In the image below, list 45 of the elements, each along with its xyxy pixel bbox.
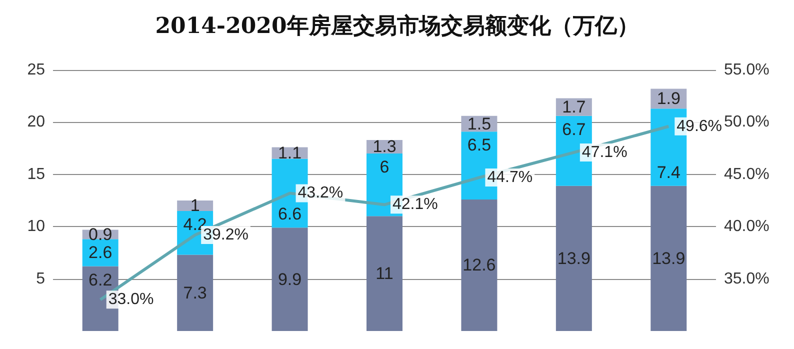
data-label: 42.1%	[392, 196, 438, 214]
data-label: 6.7	[562, 120, 586, 139]
y-tick-label: 20	[27, 114, 46, 131]
data-label: 1.7	[562, 98, 586, 117]
bar	[272, 228, 308, 331]
y2-tick-label: 45.0%	[724, 166, 770, 183]
y-tick-label: 15	[27, 166, 46, 183]
data-label: 2.6	[88, 243, 112, 262]
y2-tick-label: 55.0%	[724, 62, 770, 78]
data-label: 7.3	[183, 283, 207, 302]
y2-tick-label: 35.0%	[724, 270, 770, 288]
data-label: 7.4	[656, 162, 680, 182]
data-label: 1	[190, 196, 200, 216]
data-label: 43.2%	[298, 184, 344, 202]
data-label: 13.9	[652, 248, 686, 268]
data-label: 1.5	[467, 114, 492, 134]
data-label: 0.9	[88, 224, 112, 244]
bar	[650, 186, 687, 331]
y2-tick-label: 40.0%	[724, 218, 770, 236]
data-label: 1.9	[656, 89, 680, 108]
data-label: 12.6	[462, 256, 496, 275]
bar	[177, 200, 214, 211]
data-label: 39.2%	[203, 226, 248, 244]
bar	[366, 216, 402, 331]
data-label: 11	[376, 264, 394, 284]
y-tick-label: 10	[27, 218, 46, 236]
data-label: 1.1	[278, 144, 302, 162]
bar	[461, 199, 498, 331]
data-label: 9.9	[278, 270, 302, 289]
chart-title: 2014-2020年房屋交易市场交易额变化（万亿）	[155, 13, 639, 39]
y-tick-label: 25	[27, 62, 46, 78]
data-label: 33.0%	[108, 291, 154, 308]
data-label: 47.1%	[582, 144, 628, 161]
data-label: 49.6%	[676, 118, 722, 135]
data-label: 6	[380, 158, 390, 177]
bar	[556, 186, 592, 331]
y2-tick-label: 50.0%	[724, 114, 770, 131]
data-label: 6.6	[278, 204, 302, 224]
data-label: 1.3	[372, 137, 396, 156]
y-tick-label: 5	[36, 270, 46, 288]
data-label: 13.9	[557, 248, 590, 268]
data-label: 6.5	[467, 136, 492, 155]
data-label: 6.2	[88, 270, 112, 290]
bar	[177, 254, 214, 331]
data-label: 44.7%	[487, 169, 533, 186]
